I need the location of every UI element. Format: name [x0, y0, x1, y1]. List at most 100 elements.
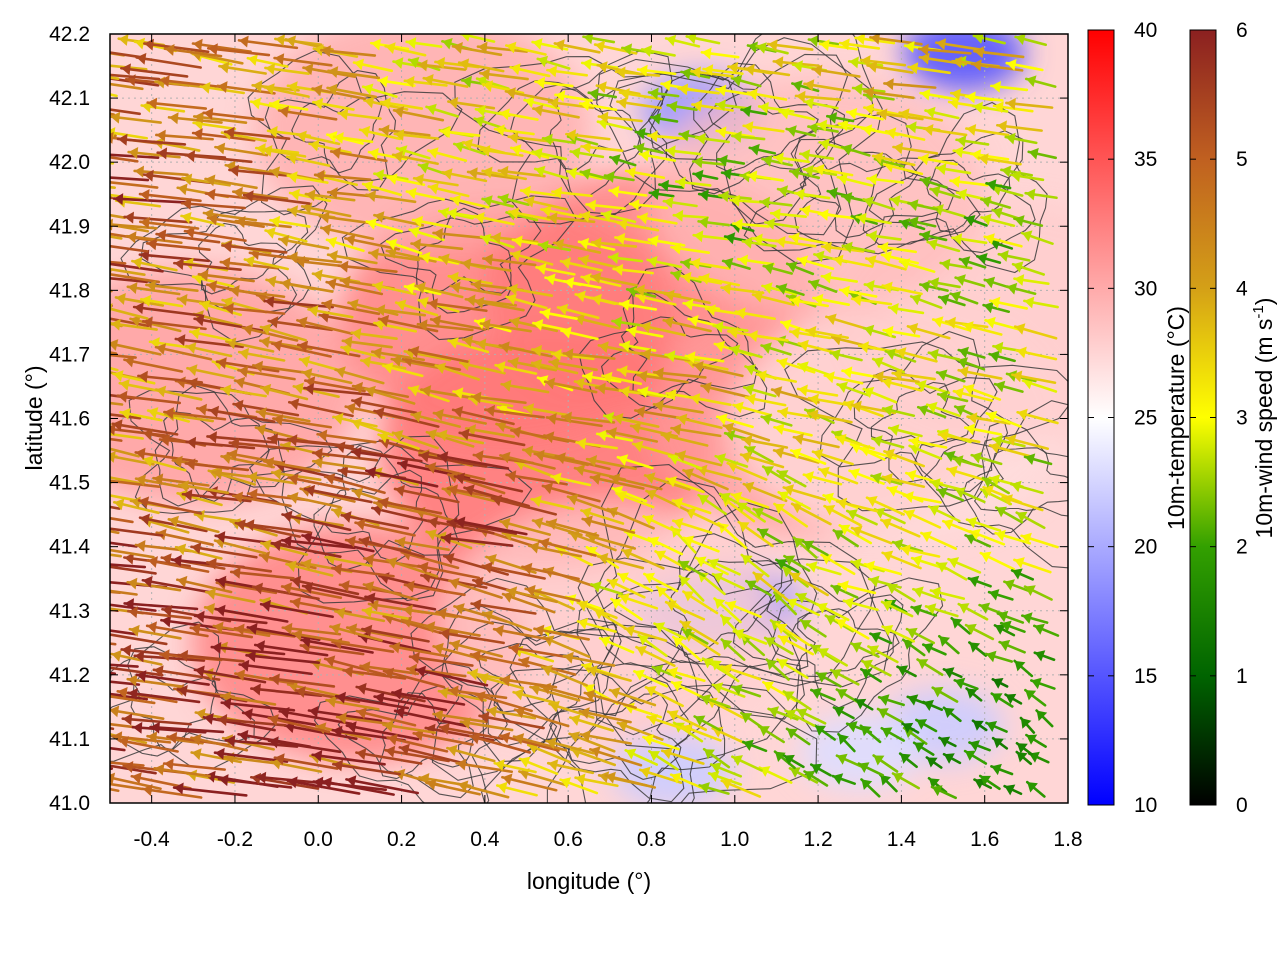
- wind-arrow-head: [363, 581, 375, 593]
- wind-arrow-head: [852, 525, 863, 537]
- wind-arrow-head: [772, 386, 783, 398]
- wind-arrow: [191, 38, 252, 53]
- contour-line: [609, 37, 875, 236]
- wind-arrow: [628, 198, 669, 211]
- wind-arrow-head: [275, 34, 285, 46]
- wind-arrow-head: [907, 694, 919, 706]
- wind-arrow-head: [826, 313, 837, 326]
- wind-arrow: [623, 625, 668, 642]
- wind-arrow-head: [613, 413, 624, 425]
- wind-arrow: [568, 714, 615, 732]
- wind-arrow: [794, 90, 842, 103]
- wind-arrow-head: [711, 762, 722, 774]
- wind-arrow: [292, 382, 340, 398]
- wind-arrow-head: [499, 341, 510, 354]
- wind-arrow-head: [140, 189, 150, 201]
- wind-arrow: [206, 43, 271, 57]
- wind-arrow-head: [797, 255, 809, 267]
- wind-arrow: [185, 342, 233, 358]
- wind-arrow: [110, 516, 134, 524]
- wind-arrow-head: [859, 341, 869, 354]
- wind-arrow-head: [879, 694, 890, 706]
- wind-arrow-shaft: [125, 234, 183, 245]
- wind-arrow-head: [502, 773, 513, 786]
- wind-arrow: [865, 496, 905, 516]
- wind-arrow: [197, 269, 255, 283]
- wind-arrow-head: [287, 171, 298, 184]
- wind-arrow: [775, 622, 811, 647]
- wind-arrow-head: [671, 423, 682, 436]
- wind-arrow: [505, 586, 559, 604]
- wind-arrow: [898, 258, 936, 273]
- wind-arrow-shaft: [382, 669, 445, 689]
- wind-arrow: [788, 232, 829, 245]
- contour-line: [120, 185, 328, 343]
- wind-arrow-head: [346, 535, 356, 548]
- wind-arrow: [405, 37, 443, 49]
- wind-arrow: [758, 766, 793, 784]
- wind-arrow: [334, 691, 410, 710]
- wind-arrow: [785, 727, 811, 746]
- wind-arrow: [163, 44, 223, 58]
- wind-arrow: [490, 494, 558, 516]
- wind-arrow-head: [369, 147, 379, 160]
- wind-arrow-head: [908, 216, 919, 229]
- wind-arrow-head: [809, 393, 819, 406]
- wind-arrow-head: [191, 542, 202, 555]
- wind-arrow-head: [386, 247, 397, 259]
- wind-arrow: [789, 448, 827, 465]
- wind-arrow: [802, 97, 839, 110]
- wind-arrow: [379, 97, 424, 110]
- wind-arrow-head: [911, 294, 922, 306]
- wind-arrow-head: [554, 39, 565, 52]
- wind-arrow-shaft: [251, 585, 320, 601]
- wind-arrow: [251, 80, 300, 93]
- wind-arrow-head: [128, 147, 139, 159]
- wind-arrow-head: [385, 42, 396, 54]
- wind-arrow: [524, 584, 581, 603]
- wind-arrow-shaft: [291, 632, 350, 645]
- wind-arrow: [568, 731, 616, 753]
- wind-arrow-head: [1025, 690, 1037, 701]
- wind-arrow: [392, 106, 445, 122]
- wind-arrow-head: [156, 343, 167, 355]
- wind-arrow: [432, 709, 488, 724]
- wind-arrow-head: [638, 386, 649, 398]
- wind-arrow-head: [413, 729, 424, 741]
- wind-arrow: [590, 581, 624, 596]
- wind-arrow-shaft: [110, 353, 137, 359]
- wind-arrow-head: [147, 97, 158, 110]
- wind-arrow-head: [645, 472, 656, 484]
- wind-arrow-head: [607, 578, 619, 590]
- wind-arrow-head: [448, 484, 458, 497]
- wind-arrow-head: [993, 738, 1004, 749]
- wind-arrow-head: [966, 124, 977, 136]
- wind-arrow: [145, 238, 211, 252]
- y-tick-label: 42.2: [49, 23, 90, 46]
- wind-arrow-shaft: [110, 108, 141, 116]
- wind-arrow-shaft: [110, 223, 150, 233]
- wind-arrow: [881, 550, 922, 570]
- wind-arrow: [881, 281, 923, 296]
- wind-arrow: [403, 75, 448, 88]
- wind-arrow: [962, 321, 1003, 336]
- wind-arrow: [530, 358, 579, 375]
- wind-arrow: [872, 754, 899, 773]
- wind-arrow-head: [743, 121, 754, 133]
- wind-arrow: [131, 721, 207, 734]
- wind-arrow: [1020, 612, 1049, 624]
- wind-arrow-shaft: [224, 739, 299, 748]
- wind-arrow: [965, 124, 1010, 137]
- wind-arrow-head: [730, 344, 741, 357]
- wind-arrow: [845, 721, 873, 734]
- wind-arrow-head: [761, 413, 772, 425]
- wind-arrow-head: [334, 132, 344, 144]
- wind-arrow-shaft: [190, 545, 258, 559]
- wind-arrow: [590, 272, 639, 287]
- wind-arrow-head: [887, 485, 899, 497]
- wind-arrow: [860, 667, 882, 683]
- wind-arrow-head: [999, 639, 1011, 652]
- wind-arrow: [785, 125, 817, 137]
- wind-arrow-head: [384, 667, 395, 680]
- wind-arrow: [401, 604, 458, 619]
